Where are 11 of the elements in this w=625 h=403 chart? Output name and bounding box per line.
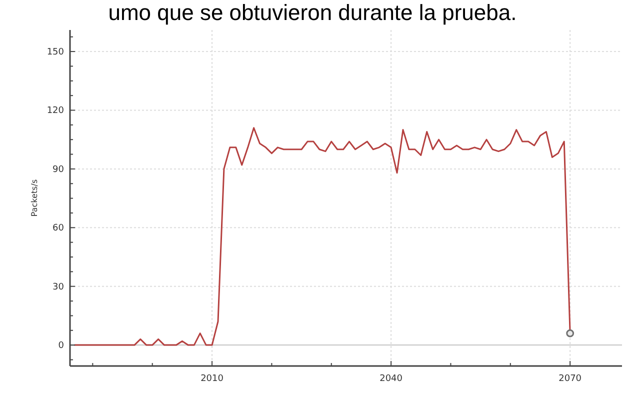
y-tick-label: 0 <box>58 341 64 352</box>
x-tick-label: 2010 <box>200 374 224 384</box>
y-axis-title: Packets/s <box>30 179 39 217</box>
y-tick-label: 90 <box>52 164 64 175</box>
y-tick-label: 30 <box>52 282 64 292</box>
x-tick-label: 2070 <box>558 374 582 384</box>
chart-title: umo que se obtuvieron durante la prueba. <box>108 0 517 25</box>
y-tick-label: 60 <box>52 224 64 234</box>
y-tick-label: 150 <box>46 48 64 58</box>
x-tick-label: 2040 <box>380 374 403 384</box>
y-tick-label: 120 <box>46 106 64 116</box>
